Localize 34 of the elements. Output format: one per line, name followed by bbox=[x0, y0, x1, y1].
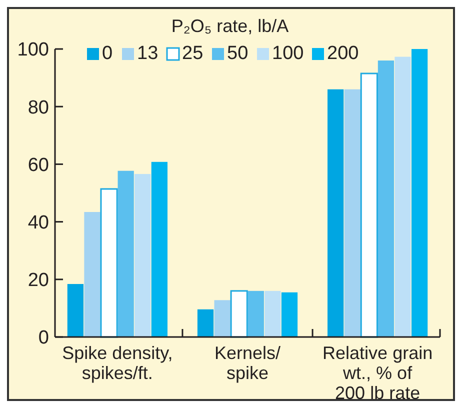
bar bbox=[84, 212, 100, 337]
bar bbox=[214, 300, 230, 337]
y-tick-label: 40 bbox=[28, 212, 49, 234]
legend-label: 100 bbox=[272, 43, 304, 64]
bar bbox=[378, 60, 394, 337]
bar bbox=[248, 290, 264, 337]
bar bbox=[100, 188, 118, 338]
bar bbox=[67, 284, 84, 337]
bar bbox=[344, 89, 360, 337]
bar bbox=[230, 290, 248, 338]
legend-title: P₂O₅ rate, lb/A bbox=[171, 16, 289, 36]
bar bbox=[151, 162, 168, 337]
bar bbox=[411, 49, 428, 337]
x-tick-label: Relative grain wt., % of 200 lb rate bbox=[322, 343, 433, 403]
bar bbox=[118, 170, 134, 337]
x-tick-label: Spike density, spikes/ft. bbox=[62, 343, 173, 383]
bar bbox=[197, 309, 214, 337]
bar bbox=[394, 56, 411, 337]
y-tick-label: 80 bbox=[28, 97, 49, 118]
bar bbox=[134, 174, 151, 337]
y-tick-label: 100 bbox=[17, 40, 49, 61]
y-tick-label: 20 bbox=[28, 270, 49, 292]
bar bbox=[328, 89, 344, 337]
x-tick-label: Kernels/ spike bbox=[214, 343, 281, 383]
y-tick-label: 60 bbox=[28, 154, 49, 176]
legend-label: 0 bbox=[102, 43, 113, 64]
bar bbox=[264, 290, 281, 337]
legend-label: 200 bbox=[327, 43, 359, 64]
bar bbox=[360, 72, 378, 338]
legend-label: 13 bbox=[137, 43, 158, 64]
bar bbox=[281, 292, 298, 337]
legend-label: 50 bbox=[227, 43, 248, 64]
legend-label: 25 bbox=[182, 43, 204, 64]
y-tick-label: 0 bbox=[38, 328, 49, 349]
